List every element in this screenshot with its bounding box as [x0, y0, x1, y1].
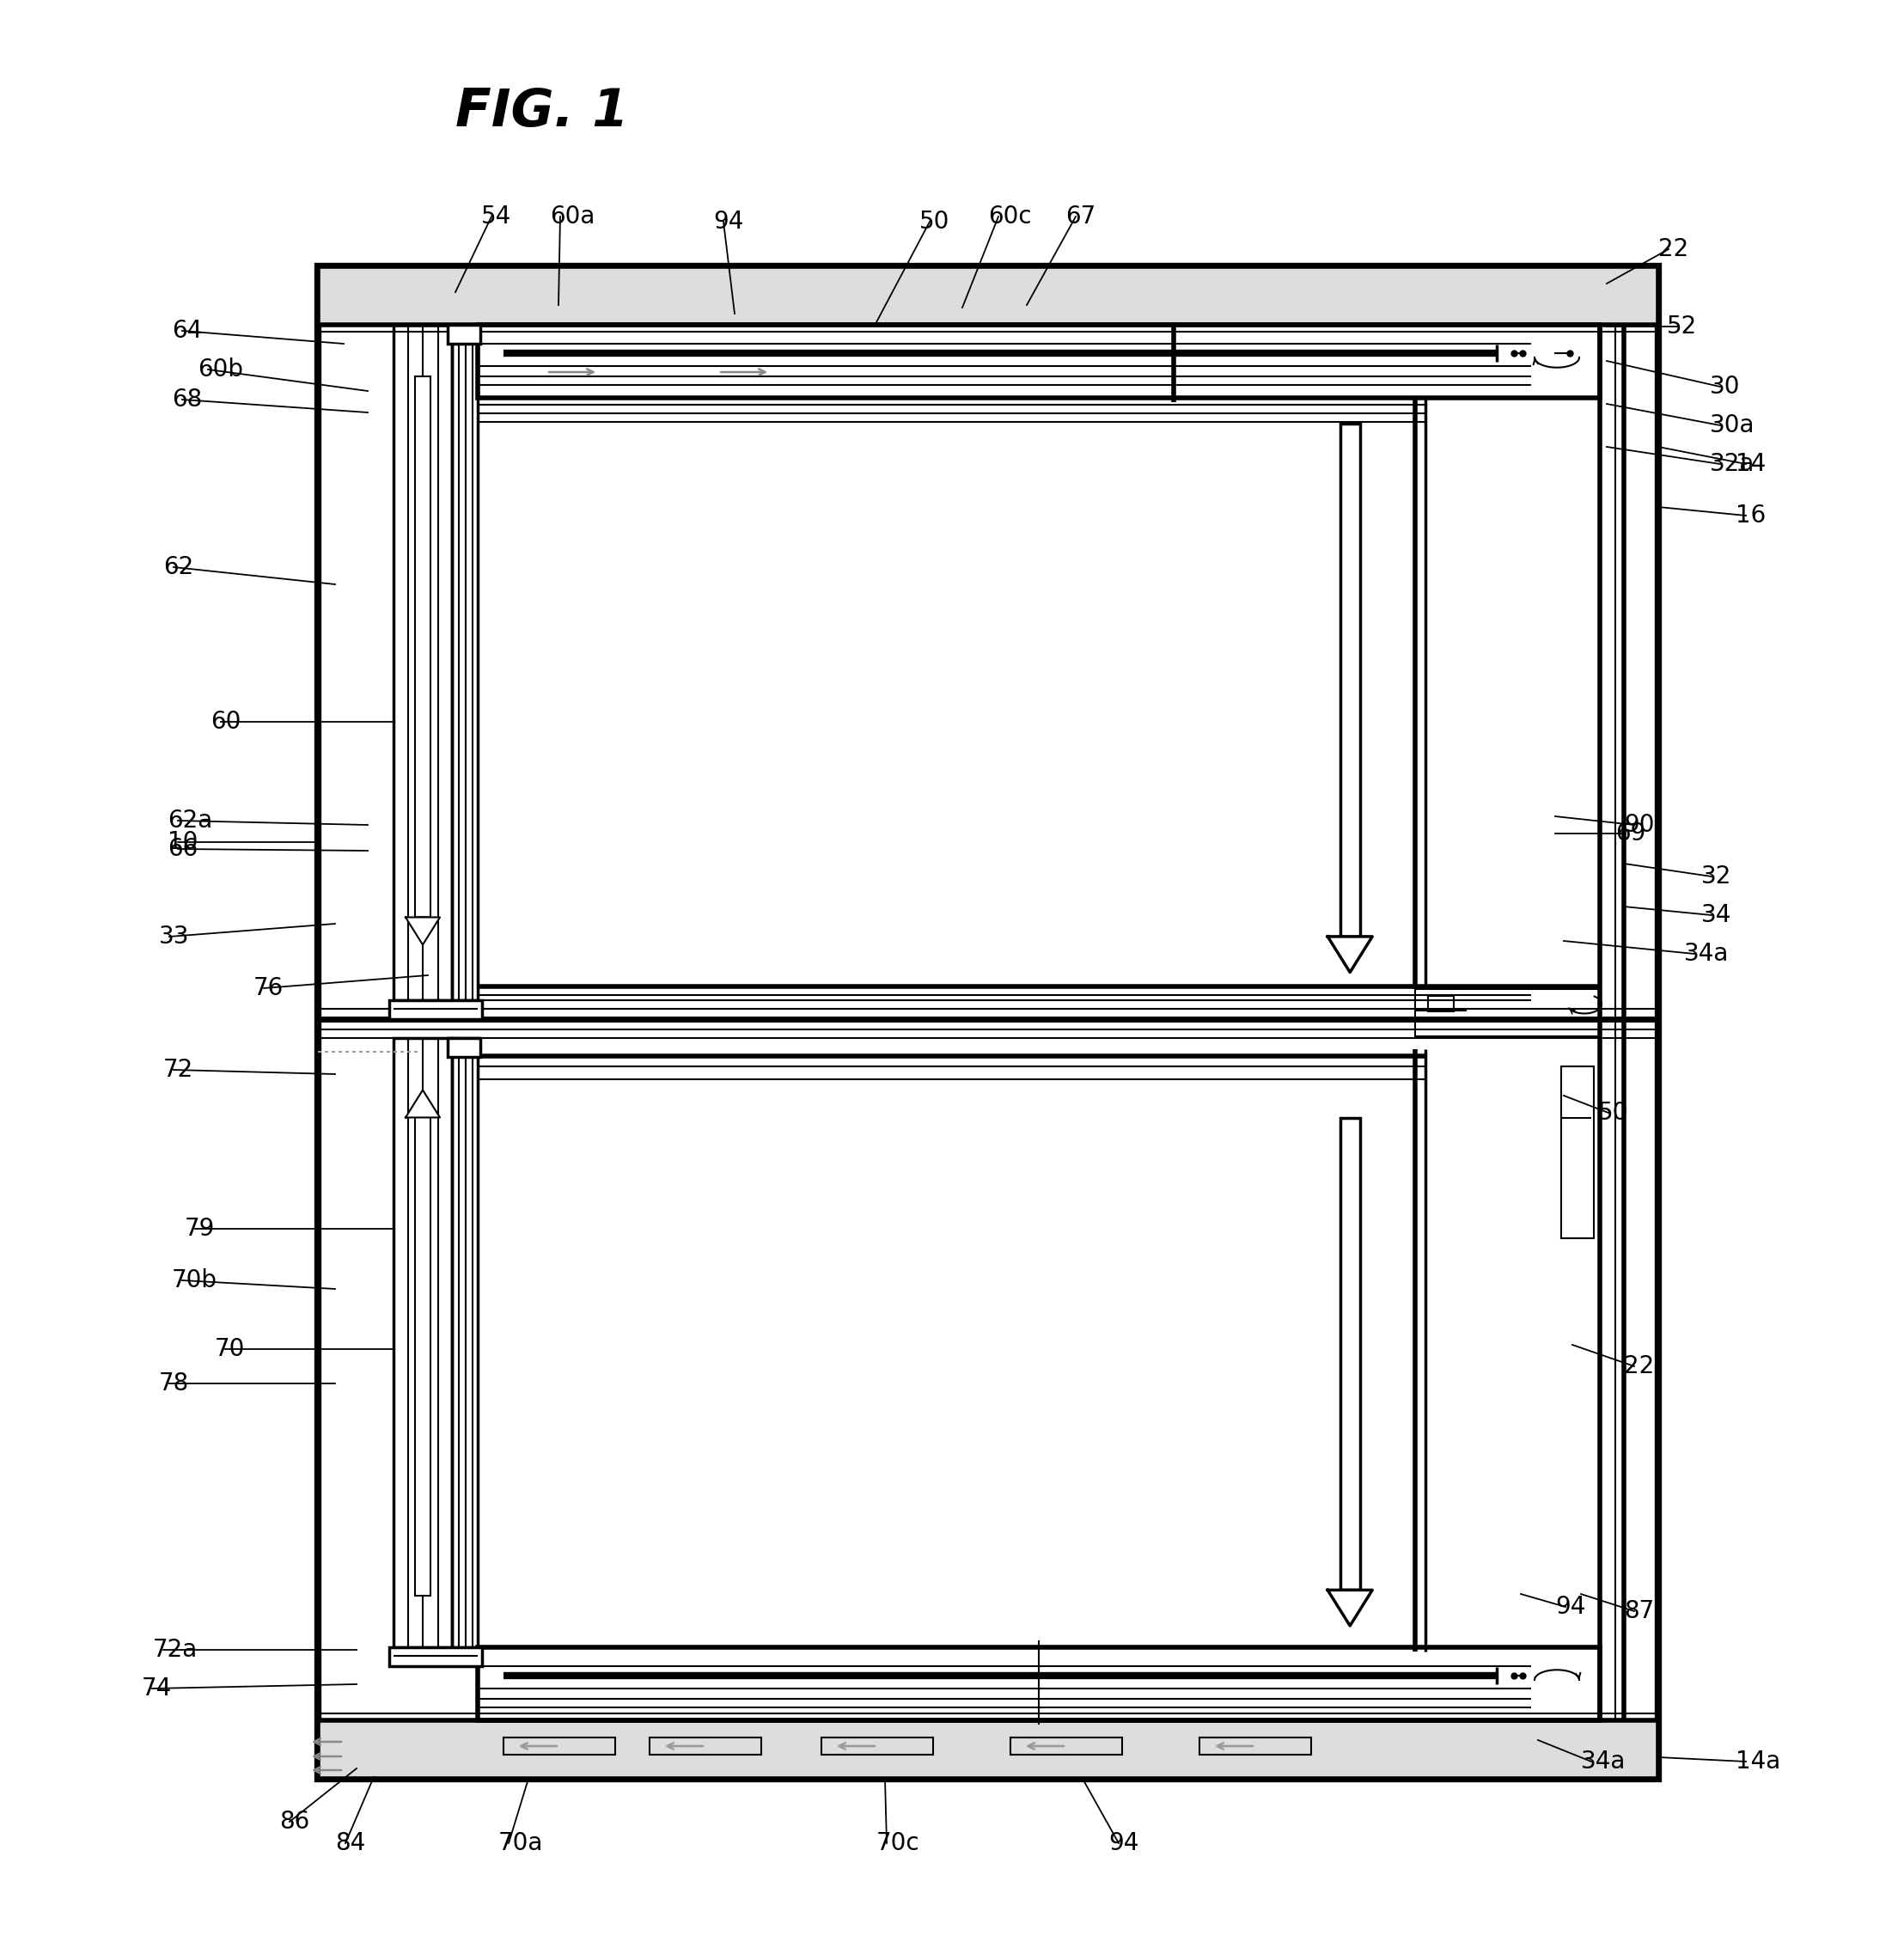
- Text: 74: 74: [141, 1676, 171, 1701]
- Text: 79: 79: [185, 1218, 215, 1241]
- Bar: [318, 266, 1658, 1779]
- Polygon shape: [1327, 936, 1373, 973]
- Bar: [318, 1721, 1658, 1779]
- Bar: [318, 266, 1658, 324]
- Text: FIG. 1: FIG. 1: [455, 85, 628, 138]
- Bar: [451, 324, 478, 1000]
- Bar: [1428, 996, 1453, 1012]
- Polygon shape: [406, 1089, 440, 1117]
- Bar: [388, 1000, 482, 1020]
- Text: 70: 70: [215, 1336, 246, 1361]
- Polygon shape: [406, 917, 440, 944]
- Bar: [1415, 990, 1599, 1037]
- Text: 66: 66: [168, 837, 198, 860]
- Text: 76: 76: [253, 977, 284, 1000]
- Text: 72: 72: [164, 1058, 194, 1082]
- Text: 84: 84: [335, 1831, 366, 1855]
- Text: 60c: 60c: [988, 204, 1032, 229]
- Bar: [388, 1647, 482, 1666]
- Bar: [415, 377, 430, 917]
- Text: 72a: 72a: [152, 1637, 198, 1662]
- Text: 52: 52: [1666, 315, 1696, 338]
- Text: 14: 14: [1736, 452, 1765, 476]
- Bar: [1011, 1738, 1121, 1756]
- Text: 70c: 70c: [876, 1831, 920, 1855]
- Bar: [1340, 423, 1359, 936]
- Bar: [503, 1738, 615, 1756]
- Text: 67: 67: [1066, 204, 1095, 229]
- Text: 54: 54: [482, 204, 512, 229]
- Text: 30a: 30a: [1710, 414, 1755, 437]
- Bar: [1561, 1066, 1594, 1239]
- Bar: [1200, 1738, 1312, 1756]
- Text: 87: 87: [1624, 1598, 1655, 1624]
- Text: 94: 94: [1108, 1831, 1139, 1855]
- Text: 68: 68: [171, 388, 202, 412]
- Text: 22: 22: [1624, 1354, 1655, 1379]
- Text: 60b: 60b: [198, 357, 244, 381]
- Text: 69: 69: [1615, 821, 1645, 845]
- Text: 60: 60: [211, 709, 242, 734]
- Bar: [447, 324, 480, 344]
- Text: 62a: 62a: [168, 808, 213, 833]
- Text: 22: 22: [1658, 237, 1689, 262]
- Bar: [1340, 1119, 1359, 1590]
- Text: 60a: 60a: [550, 204, 594, 229]
- Text: 78: 78: [158, 1371, 188, 1396]
- Bar: [394, 1039, 451, 1647]
- Text: 50: 50: [920, 210, 950, 233]
- Bar: [478, 324, 1599, 398]
- Text: 32: 32: [1702, 864, 1731, 889]
- Text: 62: 62: [164, 555, 194, 579]
- Text: 32a: 32a: [1710, 452, 1755, 476]
- Text: 14a: 14a: [1736, 1750, 1780, 1773]
- Bar: [821, 1738, 933, 1756]
- Text: 70a: 70a: [499, 1831, 543, 1855]
- Bar: [447, 1039, 480, 1056]
- Text: 34a: 34a: [1580, 1750, 1626, 1773]
- Text: 94: 94: [1556, 1594, 1586, 1620]
- Polygon shape: [1327, 1590, 1373, 1625]
- Bar: [649, 1738, 762, 1756]
- Text: 90: 90: [1624, 814, 1655, 837]
- Text: 16: 16: [1736, 503, 1765, 528]
- Text: 64: 64: [171, 318, 202, 344]
- Text: 50: 50: [1597, 1101, 1628, 1124]
- Text: 34a: 34a: [1683, 942, 1729, 965]
- Text: 10: 10: [168, 829, 198, 854]
- Text: 33: 33: [158, 924, 190, 948]
- Bar: [394, 324, 451, 1000]
- Bar: [451, 1039, 478, 1647]
- Bar: [415, 1117, 430, 1596]
- Text: 94: 94: [714, 210, 744, 233]
- Bar: [478, 1647, 1599, 1721]
- Text: 70b: 70b: [171, 1268, 217, 1291]
- Text: 34: 34: [1702, 903, 1731, 926]
- Text: 86: 86: [280, 1810, 310, 1833]
- Text: 30: 30: [1710, 375, 1740, 398]
